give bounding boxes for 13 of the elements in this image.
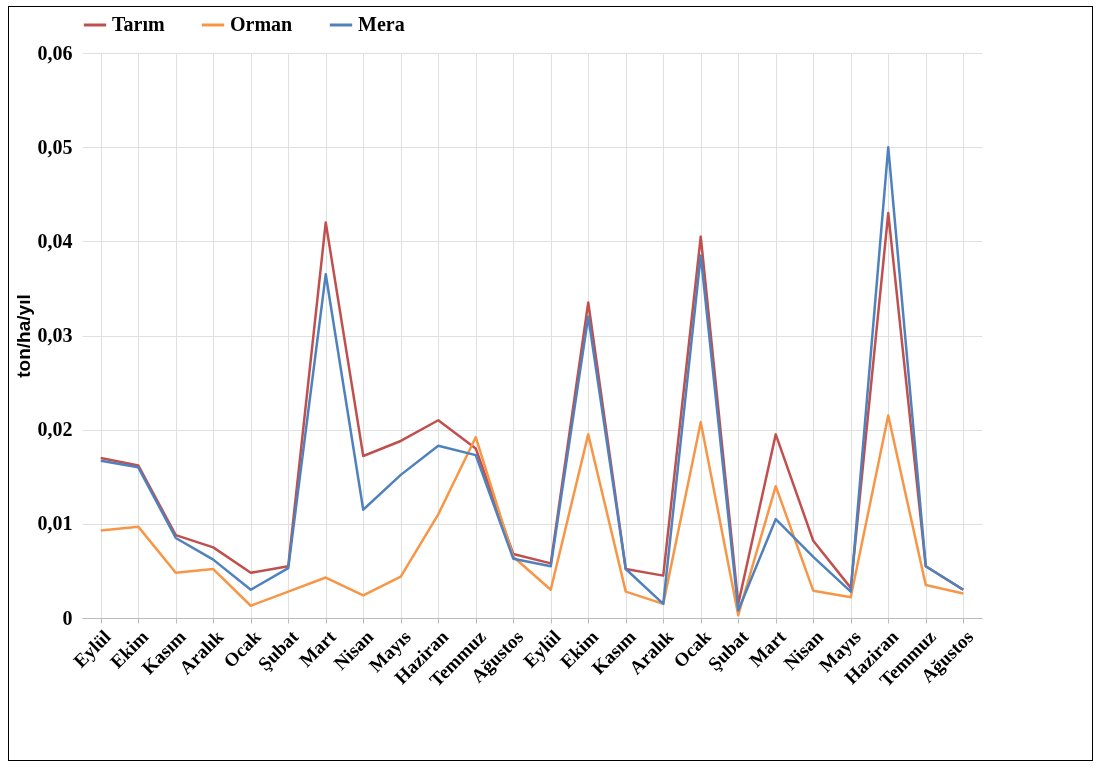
legend-label: Mera xyxy=(358,13,405,35)
line-series xyxy=(99,414,965,617)
y-tick-label: 0,01 xyxy=(37,512,73,535)
y-axis-title: ton/ha/yıl xyxy=(12,294,34,378)
y-tick-label: 0,03 xyxy=(37,324,73,346)
y-tick-label: 0,05 xyxy=(37,135,73,158)
line-series xyxy=(99,145,965,612)
y-tick-label: 0 xyxy=(62,606,73,629)
y-tick-label: 0,02 xyxy=(37,418,73,441)
legend-label: Tarım xyxy=(112,13,165,35)
legend-label: Orman xyxy=(230,13,293,35)
y-tick-label: 0,06 xyxy=(37,41,73,64)
y-tick-label: 0,04 xyxy=(37,229,73,252)
